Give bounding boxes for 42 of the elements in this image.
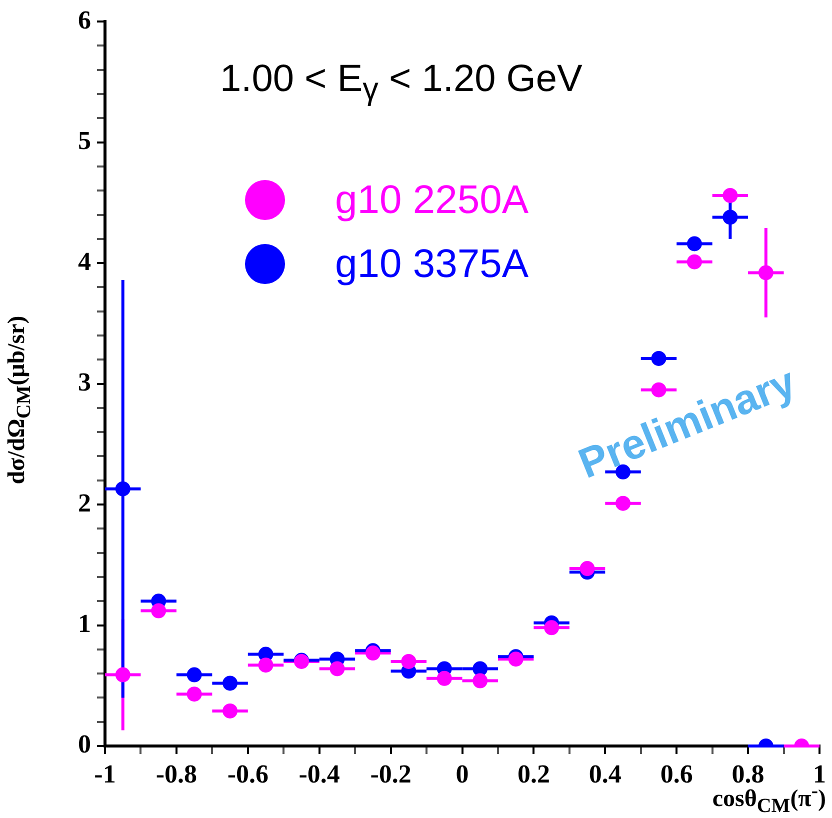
point — [436, 670, 452, 686]
point — [222, 703, 238, 718]
point — [758, 265, 774, 280]
legend-label: g10 3375A — [335, 242, 529, 286]
point — [722, 210, 738, 225]
point — [616, 496, 631, 511]
point — [186, 667, 202, 682]
point — [151, 603, 166, 618]
point — [222, 676, 238, 691]
x-tick-label: 0.6 — [660, 759, 693, 788]
x-tick-label: 0.2 — [517, 759, 550, 788]
point — [544, 620, 560, 636]
point — [472, 673, 488, 688]
y-tick-label: 6 — [78, 5, 91, 34]
x-tick-label: 1 — [813, 759, 826, 788]
point — [258, 658, 274, 673]
legend-label: g10 2250A — [335, 178, 529, 222]
point — [686, 236, 702, 252]
y-tick-label: 0 — [78, 730, 91, 759]
point — [472, 661, 488, 676]
x-tick-label: 0.4 — [588, 759, 622, 788]
point — [115, 667, 130, 682]
y-tick-label: 1 — [78, 608, 91, 638]
text: 1.00 < E$_{γ}$ < 1.20 GeV — [220, 58, 582, 108]
x-tick-label: -0.8 — [156, 759, 198, 788]
x-tick-label: 0 — [456, 759, 469, 788]
point — [580, 561, 595, 576]
point — [401, 654, 416, 669]
y-tick-label: 3 — [78, 368, 91, 397]
point — [722, 188, 738, 203]
y-tick-label: 4 — [78, 246, 91, 276]
y-tick-label: 5 — [78, 126, 91, 156]
x-tick-label: -0.6 — [227, 759, 268, 788]
x-tick-label: -0.2 — [370, 759, 412, 788]
x-tick-label: -1 — [94, 759, 116, 788]
x-tick-label: -0.4 — [298, 759, 340, 788]
point — [686, 254, 702, 270]
point — [115, 481, 130, 496]
y-tick-label: 2 — [78, 488, 91, 518]
point — [330, 661, 345, 676]
point — [651, 350, 666, 366]
point — [186, 686, 202, 702]
